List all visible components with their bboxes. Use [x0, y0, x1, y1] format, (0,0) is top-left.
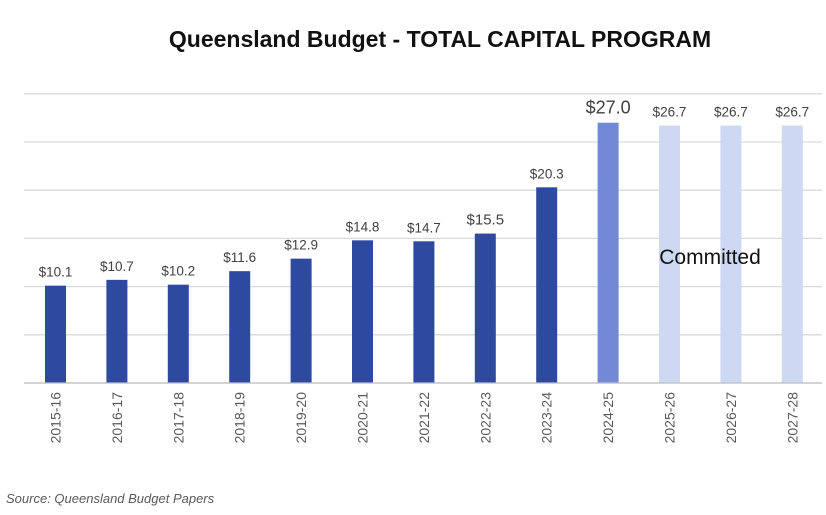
value-labels: $10.1 $10.7 $10.2 $11.6 $12.9 $14.8 $14.7 $15.5… — [39, 98, 810, 280]
value-label: $15.5 — [467, 212, 505, 229]
value-label: $26.7 — [775, 105, 809, 120]
category-label: 2015-16 — [48, 392, 64, 444]
value-label: $12.9 — [284, 238, 318, 253]
value-label: $14.8 — [346, 219, 380, 234]
bar-2016-17 — [106, 279, 128, 383]
value-label: $10.1 — [39, 265, 73, 280]
category-label: 2026-27 — [723, 392, 739, 444]
value-label: $14.7 — [407, 220, 441, 235]
bar-2023-24 — [536, 187, 558, 383]
bar-2022-23 — [474, 233, 496, 383]
bar-2015-16 — [45, 285, 66, 383]
bar-2018-19 — [229, 271, 251, 383]
category-label: 2017-18 — [170, 392, 186, 444]
bar-2026-27 — [720, 125, 742, 383]
bar-2021-22 — [413, 241, 435, 383]
category-label: 2023-24 — [539, 392, 555, 444]
value-label: $27.0 — [586, 98, 631, 118]
bar-2019-20 — [290, 258, 312, 383]
category-label: 2016-17 — [109, 392, 125, 444]
category-label: 2020-21 — [355, 392, 371, 444]
category-label: 2025-26 — [662, 392, 678, 444]
value-label: $10.7 — [100, 259, 134, 274]
value-label: $20.3 — [530, 166, 564, 181]
value-label: $26.7 — [653, 105, 687, 120]
bars — [24, 122, 822, 384]
value-label: $26.7 — [714, 105, 748, 120]
value-label: $11.6 — [223, 250, 256, 265]
category-label: 2027-28 — [784, 392, 800, 444]
category-labels: 2015-16 2016-17 2017-18 2018-19 2019-20 2020-… — [48, 392, 801, 444]
committed-annotation: Committed — [659, 246, 761, 269]
category-label: 2022-23 — [477, 392, 493, 444]
bar-2025-26 — [659, 125, 680, 383]
category-label: 2024-25 — [600, 392, 616, 444]
value-label: $10.2 — [161, 264, 195, 279]
bar-2024-25 — [597, 122, 619, 383]
category-label: 2018-19 — [232, 392, 248, 444]
bar-2017-18 — [167, 284, 189, 383]
source-note: Source: Queensland Budget Papers — [6, 491, 215, 506]
bar-2020-21 — [352, 240, 373, 383]
bar-2027-28 — [781, 125, 803, 383]
category-label: 2021-22 — [416, 392, 432, 444]
chart-title: Queensland Budget - TOTAL CAPITAL PROGRA… — [169, 26, 711, 52]
category-label: 2019-20 — [293, 392, 309, 444]
